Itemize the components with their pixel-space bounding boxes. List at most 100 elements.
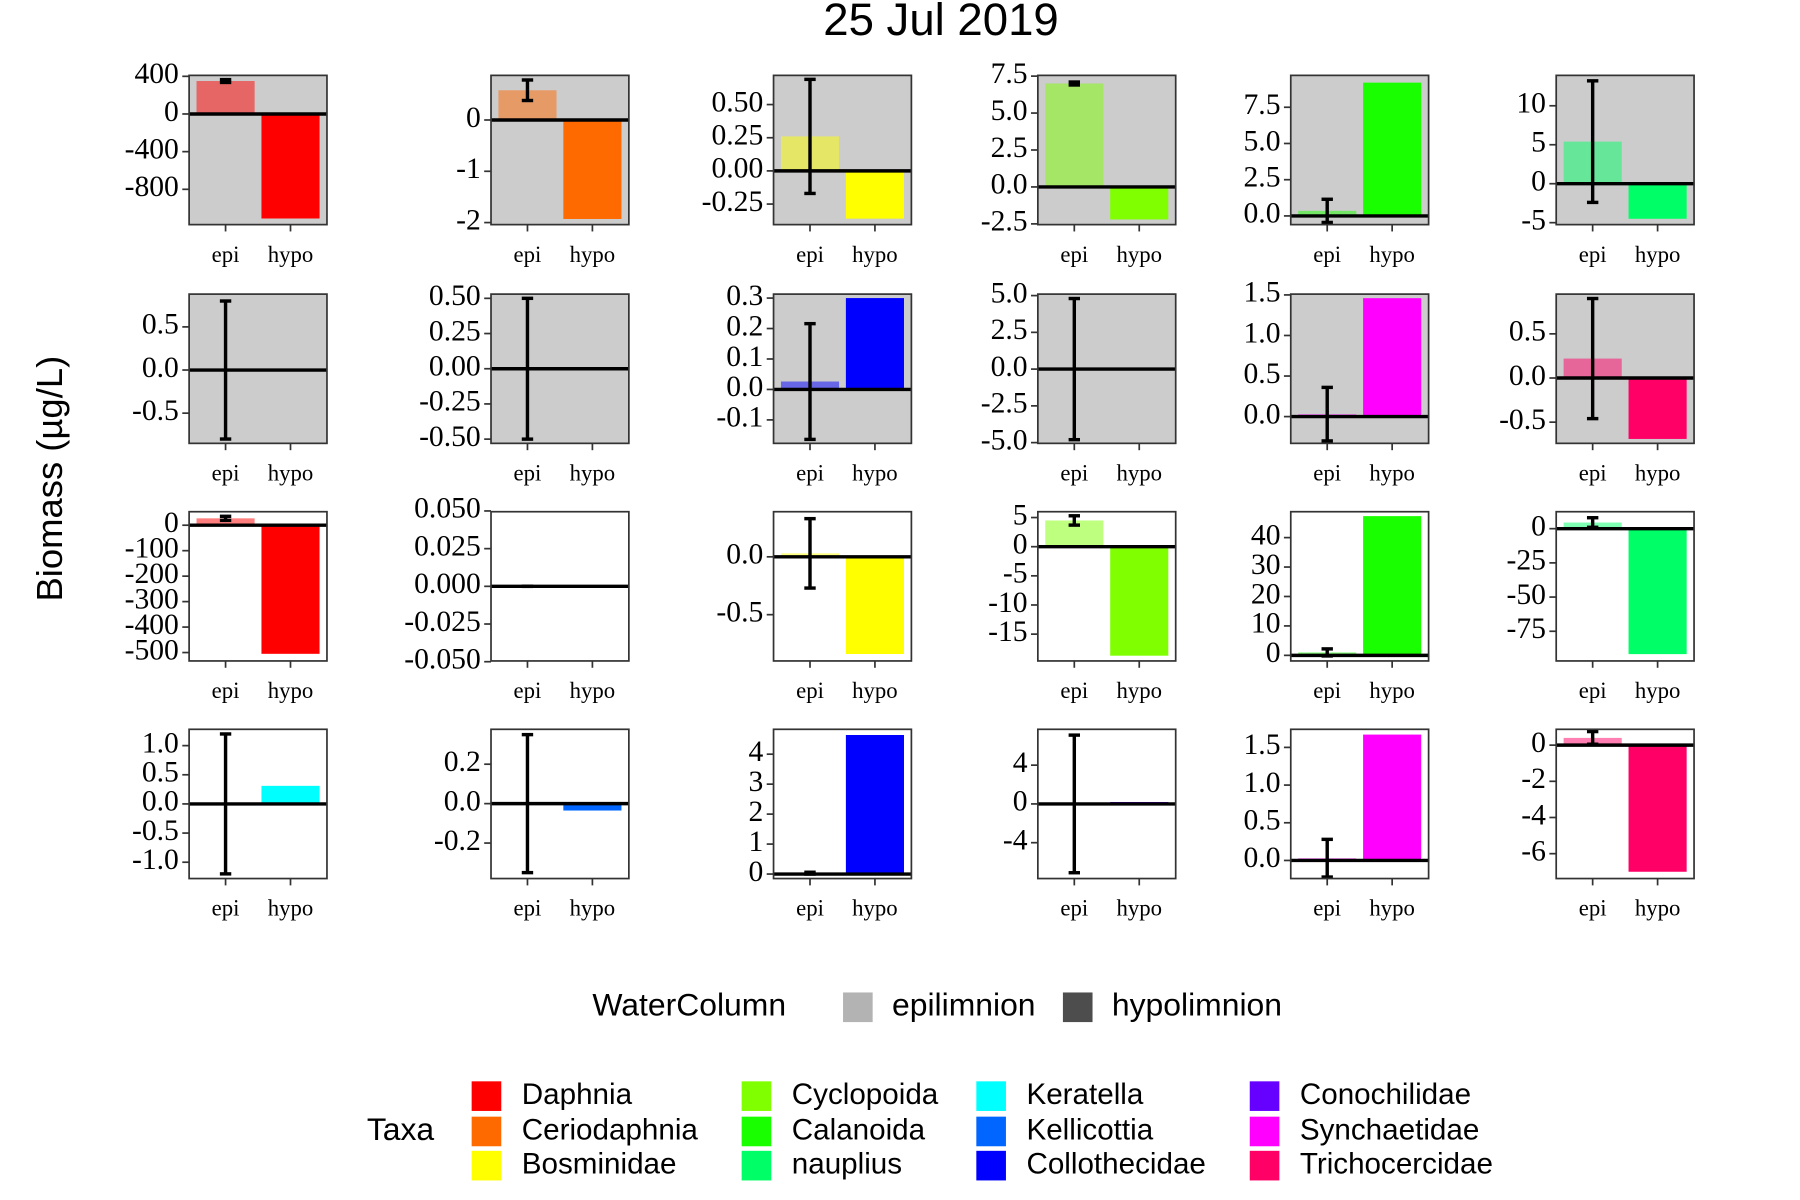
y-tick-label: 0.0 xyxy=(444,785,481,817)
x-tick-label: epi xyxy=(796,896,824,921)
panel-border xyxy=(1555,293,1695,445)
y-tick-label: 5.0 xyxy=(991,95,1028,127)
x-tick-label: hypo xyxy=(268,678,314,703)
y-tick-label: 2.5 xyxy=(991,132,1028,164)
x-tick-label: epi xyxy=(514,896,542,921)
y-tick-label: -2.5 xyxy=(981,206,1028,238)
y-tick-label: 0.25 xyxy=(429,315,481,347)
x-tick-label: epi xyxy=(1313,242,1341,267)
error-bar xyxy=(1321,837,1333,879)
legend-key xyxy=(1249,1081,1280,1111)
y-tick-label: 0.025 xyxy=(414,530,481,562)
chart-title: 25 Jul 2019 xyxy=(823,0,1059,45)
bar xyxy=(845,170,904,219)
x-tick-label: epi xyxy=(514,678,542,703)
x-tick-label: hypo xyxy=(852,896,898,921)
y-tick-label: 0.5 xyxy=(1509,316,1546,348)
error-bar xyxy=(1586,729,1599,746)
panel-border xyxy=(1036,510,1177,662)
y-tick-label: 0 xyxy=(748,856,763,888)
y-tick-label: 0.0 xyxy=(1243,842,1280,874)
y-tick-label: 0.5 xyxy=(1243,805,1280,837)
x-tick-label: hypo xyxy=(1116,678,1162,703)
x-tick-label: epi xyxy=(796,678,824,703)
legend-key xyxy=(976,1081,1006,1111)
y-tick-label: -10 xyxy=(988,587,1027,619)
bar xyxy=(196,81,255,114)
x-tick-label: epi xyxy=(1579,460,1607,485)
y-tick-label: 10 xyxy=(1251,608,1281,640)
x-tick-label: epi xyxy=(1313,460,1341,485)
x-tick-label: hypo xyxy=(1369,678,1415,703)
y-tick-label: 0 xyxy=(1531,510,1546,542)
x-tick-label: hypo xyxy=(1635,460,1681,485)
x-tick-label: hypo xyxy=(1116,460,1162,485)
legend-label: epilimnion xyxy=(892,987,1036,1023)
bar xyxy=(845,734,904,875)
y-tick-label: 1 xyxy=(748,826,763,858)
y-tick-label: 0 xyxy=(164,507,179,539)
bar xyxy=(1363,734,1422,861)
y-tick-label: 1.0 xyxy=(1243,767,1280,799)
y-tick-label: -0.5 xyxy=(132,395,179,427)
error-bar xyxy=(804,870,816,876)
panel-border xyxy=(490,728,630,880)
legend-key xyxy=(1249,1150,1280,1181)
y-tick-label: -5 xyxy=(1521,204,1546,236)
x-tick-label: epi xyxy=(1060,242,1088,267)
x-tick-label: hypo xyxy=(852,460,898,485)
y-tick-label: -200 xyxy=(125,558,179,590)
y-tick-label: -500 xyxy=(125,634,179,666)
y-tick-label: -100 xyxy=(125,532,179,564)
y-tick-label: -1.0 xyxy=(132,844,179,876)
panel-border xyxy=(490,74,630,226)
x-tick-label: hypo xyxy=(1369,896,1415,921)
x-tick-label: epi xyxy=(1579,678,1607,703)
panel-border xyxy=(1036,74,1177,226)
y-tick-label: 4 xyxy=(1013,747,1028,779)
legend-key xyxy=(1249,1116,1280,1147)
y-tick-label: 1.0 xyxy=(1243,317,1280,349)
bar xyxy=(563,803,622,811)
error-bar xyxy=(219,514,232,523)
legend-label: Cyclopoida xyxy=(792,1078,939,1111)
x-tick-label: hypo xyxy=(852,678,898,703)
y-tick-label: 30 xyxy=(1251,549,1281,581)
legend-label: Trichocercidae xyxy=(1300,1147,1493,1180)
y-tick-label: 0.050 xyxy=(414,493,481,525)
panel-border xyxy=(1036,728,1177,880)
error-bar xyxy=(804,321,816,442)
x-tick-label: epi xyxy=(1313,896,1341,921)
x-tick-label: hypo xyxy=(570,460,616,485)
y-tick-label: -800 xyxy=(125,171,179,203)
y-tick-label: -0.5 xyxy=(132,815,179,847)
error-bar xyxy=(219,732,232,876)
y-tick-label: 0.25 xyxy=(711,120,763,152)
x-tick-label: hypo xyxy=(268,242,314,267)
bar xyxy=(1110,546,1169,656)
panel-border xyxy=(1289,74,1430,226)
error-bar xyxy=(1586,79,1599,205)
panel-border xyxy=(188,74,328,226)
error-bar xyxy=(219,77,232,85)
y-tick-label: -6 xyxy=(1521,835,1546,867)
y-tick-label: 2.5 xyxy=(1243,162,1280,194)
legend-key xyxy=(976,1150,1006,1181)
x-tick-label: hypo xyxy=(852,242,898,267)
y-tick-label: -0.25 xyxy=(702,186,764,218)
y-tick-label: 0 xyxy=(1531,727,1546,759)
y-tick-label: 7.5 xyxy=(1243,89,1280,121)
y-tick-label: -400 xyxy=(125,133,179,165)
y-tick-label: 5.0 xyxy=(1243,125,1280,157)
y-tick-label: 5.0 xyxy=(991,277,1028,309)
y-tick-label: -5 xyxy=(1003,558,1028,590)
x-tick-label: epi xyxy=(514,242,542,267)
legend-label: Kellicottia xyxy=(1026,1113,1153,1146)
y-tick-label: 0.0 xyxy=(991,169,1028,201)
bar xyxy=(261,785,320,804)
error-bar xyxy=(521,296,534,441)
legend-key xyxy=(741,1150,772,1181)
y-tick-label: -300 xyxy=(125,583,179,615)
y-tick-label: 0.0 xyxy=(991,351,1028,383)
error-bar xyxy=(1068,514,1080,527)
